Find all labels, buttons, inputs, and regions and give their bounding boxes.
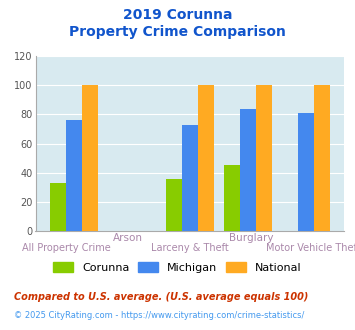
Text: Burglary: Burglary (229, 233, 274, 243)
Bar (66, 120, 82, 231)
Bar (298, 113, 314, 231)
Bar (314, 85, 330, 231)
Text: Arson: Arson (113, 233, 143, 243)
Bar (182, 125, 198, 231)
Text: All Property Crime: All Property Crime (22, 243, 111, 252)
Bar (224, 165, 240, 231)
Text: Larceny & Theft: Larceny & Theft (151, 243, 229, 252)
Bar (198, 85, 214, 231)
Text: Compared to U.S. average. (U.S. average equals 100): Compared to U.S. average. (U.S. average … (14, 292, 308, 302)
Legend: Corunna, Michigan, National: Corunna, Michigan, National (49, 258, 306, 278)
Bar (240, 109, 256, 231)
Text: Property Crime Comparison: Property Crime Comparison (69, 25, 286, 39)
Text: © 2025 CityRating.com - https://www.cityrating.com/crime-statistics/: © 2025 CityRating.com - https://www.city… (14, 311, 305, 320)
Bar (165, 179, 182, 231)
Bar (256, 85, 272, 231)
Bar (50, 183, 66, 231)
Text: 2019 Corunna: 2019 Corunna (123, 8, 232, 22)
Text: Motor Vehicle Theft: Motor Vehicle Theft (266, 243, 355, 252)
Bar (82, 85, 98, 231)
